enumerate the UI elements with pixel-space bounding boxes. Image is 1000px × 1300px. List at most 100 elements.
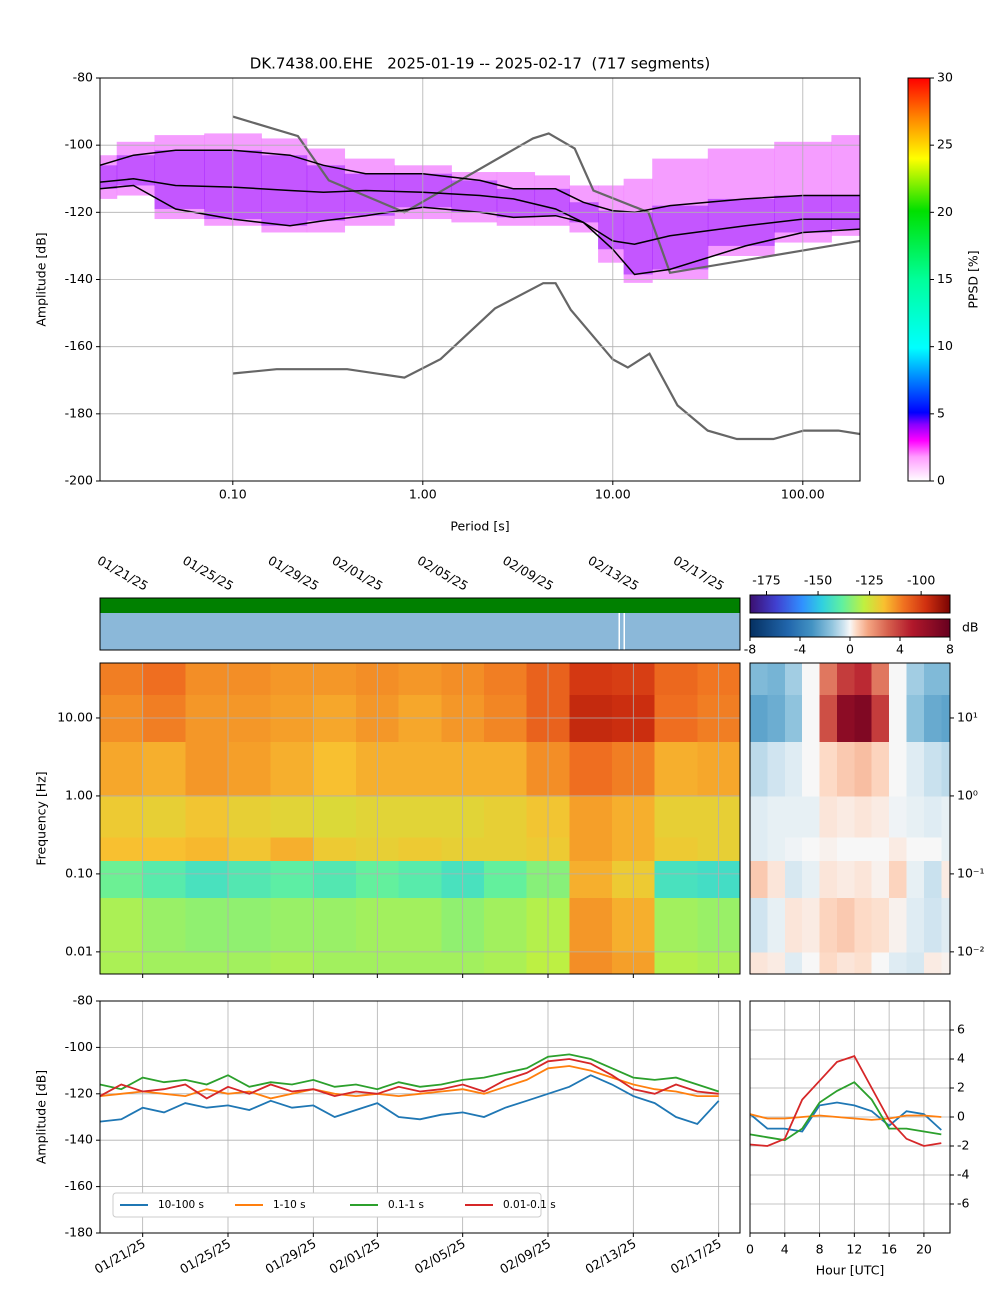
spectrogram-cell	[185, 860, 229, 898]
spectrogram-cell	[802, 836, 821, 861]
spectrogram-cell	[906, 663, 925, 696]
data-availability	[100, 598, 740, 613]
spectrogram-cell	[142, 836, 186, 861]
x-tick-label: 12	[846, 1242, 862, 1257]
x-tick-label: 01/21/25	[92, 1236, 148, 1277]
x-tick-label: 01/25/25	[180, 553, 236, 594]
spectrogram-cell	[654, 860, 698, 898]
spectrogram-cell	[784, 694, 803, 743]
colorbar-tick-label: 5	[937, 405, 945, 420]
colorbar-tick-label: -8	[744, 642, 757, 657]
spectrogram-cell	[889, 836, 908, 861]
x-tick-label: 02/13/25	[582, 1236, 638, 1277]
x-tick-label: 02/01/25	[329, 553, 385, 594]
axes-frame	[749, 1000, 951, 1234]
colorbar-tick-label: -4	[794, 642, 807, 657]
spectrogram-cell	[906, 860, 925, 898]
colorbar-tick-label: 4	[896, 642, 904, 657]
spectrogram-cell	[819, 951, 838, 974]
spectrogram-cell	[654, 795, 698, 838]
axes-frame	[99, 1000, 741, 1234]
spectrogram-cell	[871, 836, 890, 861]
line	[749, 1081, 942, 1142]
spectrogram-cell	[923, 836, 942, 861]
spectrogram-cell	[784, 951, 803, 974]
spectrogram-cell	[100, 860, 144, 898]
x-tick-label: 0	[746, 1242, 754, 1257]
core-band	[154, 150, 205, 209]
density-band	[707, 148, 775, 256]
colorbar-tick-label: 8	[946, 642, 954, 657]
colorbar-tick-label: 10	[937, 338, 953, 353]
x-axis-label: Hour [UTC]	[816, 1263, 885, 1278]
line	[749, 1055, 942, 1147]
y-tick-label: 6	[957, 1022, 965, 1037]
x-tick-label: 02/09/25	[500, 553, 556, 594]
spectrogram-cell	[767, 860, 786, 898]
spectrogram-cell	[923, 860, 942, 898]
spectrogram-cell	[941, 741, 950, 797]
spectrogram-cell	[750, 694, 768, 743]
spectrogram-cell	[802, 897, 821, 953]
y-tick-label: -200	[65, 473, 93, 488]
spectrogram-cell	[750, 663, 768, 696]
spectrogram-cell	[819, 694, 838, 743]
spectrogram-cell	[871, 897, 890, 953]
spectrogram-cell	[569, 951, 613, 974]
spectrogram-cell	[750, 897, 768, 953]
spectrogram-cell	[836, 860, 855, 898]
colorbar-tick-label: 30	[937, 70, 953, 85]
legend-label: 0.1-1 s	[388, 1199, 424, 1211]
strip-frame	[99, 597, 741, 651]
y-tick-label: -100	[65, 137, 93, 152]
spectrogram-cell	[313, 741, 357, 797]
spectrogram-cell	[854, 897, 873, 953]
spectrogram-cell	[836, 795, 855, 838]
spectrogram	[100, 663, 740, 974]
spectrogram-cell	[836, 694, 855, 743]
chart-title: DK.7438.00.EHE 2025-01-19 -- 2025-02-17 …	[250, 55, 710, 73]
spectrogram-cell	[142, 897, 186, 953]
spectrogram-cell	[654, 836, 698, 861]
spectrogram-cell	[854, 795, 873, 838]
spectrogram-cell	[889, 795, 908, 838]
spectrogram-cell	[654, 951, 698, 974]
x-tick-label: 02/01/25	[326, 1236, 382, 1277]
spectrogram-cell	[941, 860, 950, 898]
gap	[618, 613, 620, 650]
density-band	[623, 178, 653, 283]
spectrogram-cell	[802, 694, 821, 743]
spectrogram-cell	[767, 951, 786, 974]
spectrogram-cell	[270, 860, 314, 898]
spectrogram-cell	[142, 860, 186, 898]
spectrogram-cell	[313, 836, 357, 861]
spectrogram-cell	[750, 860, 768, 898]
spectrogram-cell	[802, 951, 821, 974]
x-tick-label: 01/29/25	[262, 1236, 318, 1277]
spectrogram-cell	[836, 951, 855, 974]
core-band	[707, 198, 775, 246]
spectrogram-cell	[941, 694, 950, 743]
spectrogram-cell	[784, 741, 803, 797]
spectrogram-cell	[819, 860, 838, 898]
spectrogram-cell	[923, 951, 942, 974]
spectrogram-cell	[819, 741, 838, 797]
spectrogram-cell	[750, 741, 768, 797]
spectrogram-cell	[923, 795, 942, 838]
x-tick-label: 16	[881, 1242, 897, 1257]
spectrogram-cell	[398, 897, 442, 953]
x-tick-label: 02/17/25	[668, 1236, 724, 1277]
y-tick-label: -6	[957, 1196, 970, 1211]
y-tick-label: -2	[957, 1138, 969, 1153]
line	[749, 1113, 942, 1121]
colorbar	[907, 77, 931, 482]
line	[99, 1053, 719, 1093]
spectrogram-cell	[270, 951, 314, 974]
spectrogram-cell	[185, 663, 229, 696]
spectrogram-cell	[654, 897, 698, 953]
spectrogram-cell	[836, 836, 855, 861]
colorbar	[749, 594, 951, 614]
x-tick-label: 10.00	[595, 487, 631, 502]
x-tick-label: 1.00	[409, 487, 437, 502]
x-tick-label: 02/05/25	[415, 553, 471, 594]
